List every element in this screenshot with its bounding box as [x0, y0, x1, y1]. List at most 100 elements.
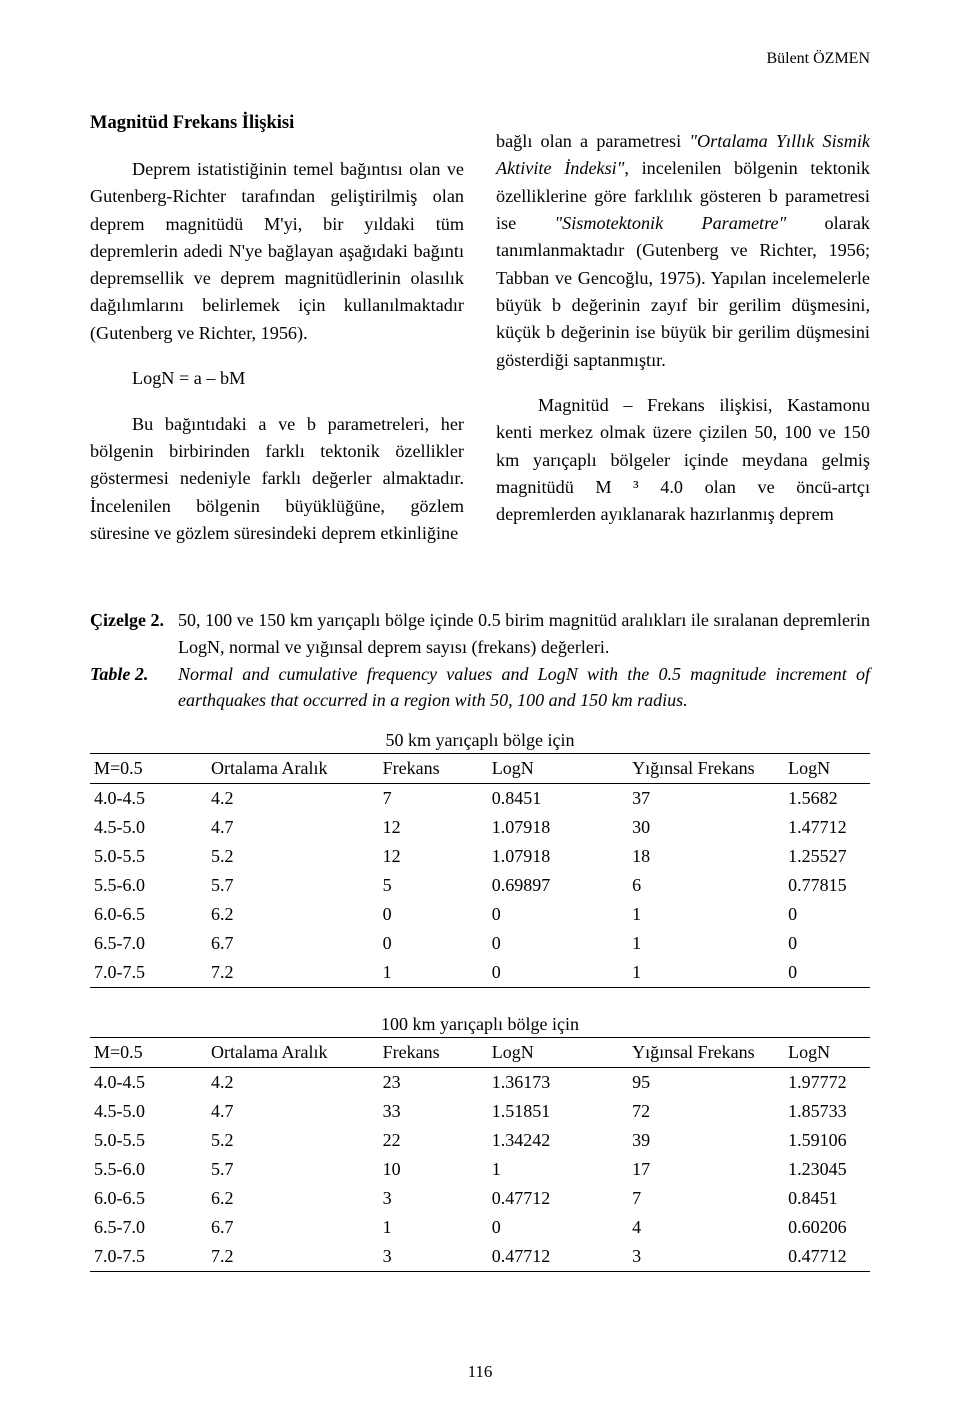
caption-text-en: Normal and cumulative frequency values a…	[178, 661, 870, 714]
table-cell: 23	[379, 1067, 488, 1097]
table-cell: 3	[379, 1242, 488, 1272]
table-title-100: 100 km yarıçaplı bölge için	[90, 1014, 870, 1035]
table-cell: 39	[628, 1126, 784, 1155]
table-caption: Çizelge 2. 50, 100 ve 150 km yarıçaplı b…	[90, 607, 870, 714]
table-header-cell: LogN	[488, 1037, 628, 1067]
table-row: 5.5-6.05.7101171.23045	[90, 1155, 870, 1184]
table-cell: 1.23045	[784, 1155, 870, 1184]
table-header-cell: LogN	[784, 753, 870, 783]
table-title-50: 50 km yarıçaplı bölge için	[90, 730, 870, 751]
equation: LogN = a – bM	[90, 365, 464, 392]
table-header-cell: Ortalama Aralık	[207, 753, 379, 783]
page-number: 116	[0, 1362, 960, 1382]
table-cell: 7.0-7.5	[90, 958, 207, 988]
table-cell: 10	[379, 1155, 488, 1184]
right-paragraph-1: bağlı olan a parametresi "Ortalama Yıllı…	[496, 128, 870, 374]
table-cell: 7.0-7.5	[90, 1242, 207, 1272]
right-column: bağlı olan a parametresi "Ortalama Yıllı…	[496, 110, 870, 565]
table-header-cell: Ortalama Aralık	[207, 1037, 379, 1067]
table-cell: 0	[488, 1213, 628, 1242]
table-header-cell: Frekans	[379, 1037, 488, 1067]
table-cell: 12	[379, 813, 488, 842]
running-head: Bülent ÖZMEN	[90, 50, 870, 68]
table-header-row: M=0.5Ortalama AralıkFrekans LogNYığınsal …	[90, 753, 870, 783]
table-cell: 4.2	[207, 1067, 379, 1097]
table-header-cell: Yığınsal Frekans	[628, 1037, 784, 1067]
table-cell: 1.97772	[784, 1067, 870, 1097]
table-cell: 5.0-5.5	[90, 1126, 207, 1155]
table-50km: M=0.5Ortalama AralıkFrekans LogNYığınsal …	[90, 753, 870, 988]
table-cell: 1	[628, 958, 784, 988]
table-cell: 1.25527	[784, 842, 870, 871]
right-paragraph-2: Magnitüd – Frekans ilişkisi, Kastamonu k…	[496, 392, 870, 528]
table-header-cell: Yığınsal Frekans	[628, 753, 784, 783]
table-cell: 1.47712	[784, 813, 870, 842]
table-cell: 7.2	[207, 1242, 379, 1272]
left-paragraph-1: Deprem istatistiğinin temel bağıntısı ol…	[90, 156, 464, 347]
table-cell: 0.47712	[488, 1242, 628, 1272]
page-container: Bülent ÖZMEN Magnitüd Frekans İlişkisi D…	[0, 0, 960, 1412]
table-row: 6.5-7.06.71040.60206	[90, 1213, 870, 1242]
table-cell: 18	[628, 842, 784, 871]
table-row: 4.5-5.04.7121.07918301.47712	[90, 813, 870, 842]
table-cell: 72	[628, 1097, 784, 1126]
table-cell: 7	[379, 783, 488, 813]
table-cell: 1.07918	[488, 842, 628, 871]
table-cell: 0.69897	[488, 871, 628, 900]
table-cell: 0.47712	[784, 1242, 870, 1272]
table-header-cell: M=0.5	[90, 753, 207, 783]
table-100km: M=0.5Ortalama AralıkFrekansLogNYığınsal …	[90, 1037, 870, 1272]
table-cell: 5.7	[207, 1155, 379, 1184]
table-cell: 6.7	[207, 929, 379, 958]
table-cell: 4.0-4.5	[90, 783, 207, 813]
table-cell: 6.0-6.5	[90, 1184, 207, 1213]
table-cell: 1	[379, 958, 488, 988]
table-header-cell: Frekans	[379, 753, 488, 783]
table-cell: 1.34242	[488, 1126, 628, 1155]
table-cell: 0.77815	[784, 871, 870, 900]
table-cell: 0	[784, 958, 870, 988]
table-row: 7.0-7.57.21010	[90, 958, 870, 988]
table-cell: 0	[379, 929, 488, 958]
table-cell: 6	[628, 871, 784, 900]
table-cell: 3	[628, 1242, 784, 1272]
section-heading: Magnitüd Frekans İlişkisi	[90, 110, 464, 138]
table-cell: 4.0-4.5	[90, 1067, 207, 1097]
table-row: 6.0-6.56.230.4771270.8451	[90, 1184, 870, 1213]
table-cell: 0.8451	[488, 783, 628, 813]
table-cell: 0	[784, 929, 870, 958]
table-cell: 5.7	[207, 871, 379, 900]
table-cell: 6.2	[207, 900, 379, 929]
table-row: 4.0-4.54.2231.36173951.97772	[90, 1067, 870, 1097]
table-cell: 95	[628, 1067, 784, 1097]
table-cell: 4	[628, 1213, 784, 1242]
table-cell: 1.85733	[784, 1097, 870, 1126]
table-cell: 7	[628, 1184, 784, 1213]
table-cell: 0.8451	[784, 1184, 870, 1213]
table-cell: 1	[628, 929, 784, 958]
body-columns: Magnitüd Frekans İlişkisi Deprem istatis…	[90, 110, 870, 565]
table-cell: 4.2	[207, 783, 379, 813]
table-cell: 4.7	[207, 1097, 379, 1126]
table-cell: 17	[628, 1155, 784, 1184]
table-header-row: M=0.5Ortalama AralıkFrekansLogNYığınsal …	[90, 1037, 870, 1067]
table-cell: 5.2	[207, 842, 379, 871]
table-header-cell: M=0.5	[90, 1037, 207, 1067]
table-cell: 0	[488, 958, 628, 988]
table-cell: 1.51851	[488, 1097, 628, 1126]
table-cell: 1	[488, 1155, 628, 1184]
table-cell: 5	[379, 871, 488, 900]
table-cell: 3	[379, 1184, 488, 1213]
table-cell: 0.47712	[488, 1184, 628, 1213]
table-cell: 1.59106	[784, 1126, 870, 1155]
table-row: 4.0-4.54.270.8451371.5682	[90, 783, 870, 813]
table-row: 4.5-5.04.7331.51851721.85733	[90, 1097, 870, 1126]
caption-label-en: Table 2.	[90, 661, 178, 714]
table-cell: 0	[488, 929, 628, 958]
table-row: 5.5-6.05.750.6989760.77815	[90, 871, 870, 900]
table-row: 5.0-5.55.2221.34242391.59106	[90, 1126, 870, 1155]
table-row: 6.0-6.56.20010	[90, 900, 870, 929]
table-cell: 6.0-6.5	[90, 900, 207, 929]
caption-label-tr: Çizelge 2.	[90, 607, 178, 660]
table-cell: 0	[488, 900, 628, 929]
